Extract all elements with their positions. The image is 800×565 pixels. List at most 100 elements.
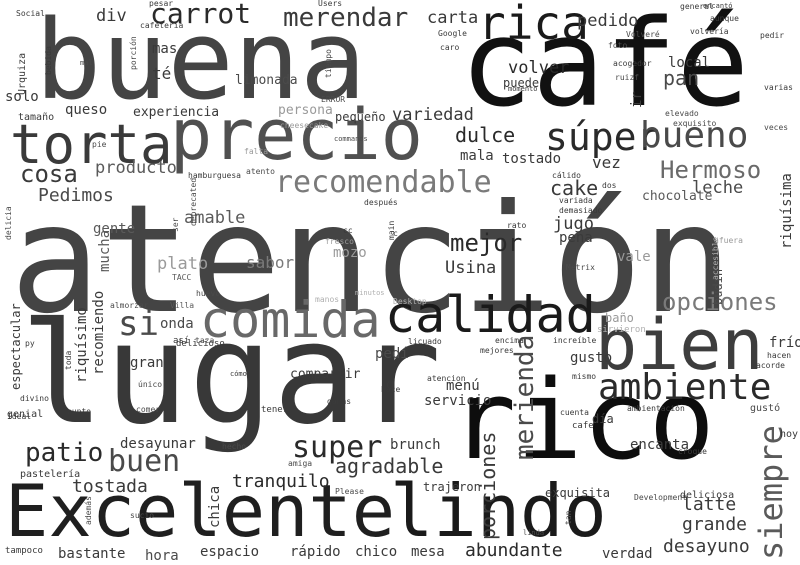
word-140: toda [64,350,73,370]
word-54: experiencia [133,105,220,120]
word-49: mas [152,41,178,57]
word-79: brunch [390,437,441,453]
word-180: veces [764,123,789,132]
word-0: atención [10,173,733,347]
word-124: mejores [480,346,514,355]
word-192: pesar [149,0,174,8]
word-25: merienda [510,334,540,460]
word-73: gusto [570,350,613,366]
word-142: divino [20,394,49,403]
word-33: tranquilo [232,471,330,492]
word-52: queso [65,102,108,118]
word-13: rica [478,0,589,50]
word-26: si [118,304,159,344]
word-118: ambientación [627,404,685,413]
word-197: Urquiza [17,52,28,95]
word-100: día [592,412,614,426]
word-150: TACC [172,273,192,282]
word-14: súper [545,115,660,159]
word-130: ganas [327,397,352,406]
word-7: lindo [390,469,607,553]
word-35: latte [682,494,737,515]
word-28: cosa [20,160,78,188]
word-122: acorde [756,361,785,370]
word-50: té [152,64,172,83]
word-158: fresco [325,237,354,246]
word-101: puede [503,76,540,90]
word-178: elevado [665,109,699,118]
word-151: Metrix [566,263,595,272]
word-165: dos [602,181,617,190]
word-10: calidad [385,286,596,344]
word-53: solo [5,89,39,105]
word-11: comida [200,291,381,349]
word-138: así [173,336,190,346]
word-132: hecho [222,442,247,451]
word-39: producto [95,158,177,178]
word-139: taza [195,336,215,345]
word-145: Villa [170,301,195,310]
word-24: patio [25,438,104,468]
word-169: falta [244,147,269,156]
word-67: mozo [333,245,367,261]
word-113: Development [634,493,687,502]
word-133: comer [136,405,161,414]
word-175: momento [508,85,538,93]
word-61: vez [592,153,621,172]
word-45: volver [508,58,570,78]
word-31: abundante [465,540,563,561]
word-194: porción [129,36,138,70]
word-80: encanta [630,437,690,453]
word-187: general [680,2,714,11]
word-141: py [25,339,35,348]
word-62: jugo [553,214,594,234]
word-27: mejor [450,229,523,257]
word-159: deprecated [189,177,198,226]
word-129: hace [381,385,401,394]
word-146: manos [315,295,340,304]
word-97: frío [769,335,800,351]
word-119: cafe [572,421,594,431]
word-38: amable [184,208,246,228]
word-198: mal [80,59,93,67]
word-170: commands [334,135,368,143]
word-144: almorzar [110,301,149,310]
word-166: cálido [552,171,581,180]
word-71: onda [160,316,194,332]
word-176: ruizf [615,73,640,82]
word-56: pequeño [335,110,386,124]
word-193: cafetería [140,21,184,30]
word-161: delicia [4,206,13,240]
word-75: compartir [290,367,361,382]
word-82: rápido [290,544,341,560]
word-77: servicio [424,393,492,409]
word-181: varias [764,83,793,92]
word-188: encantó [703,2,733,10]
word-88: exquisita [545,486,611,500]
word-1: lugar [20,293,442,456]
word-22: super [292,430,383,465]
word-196: Social [16,9,45,18]
word-51: limonada [235,73,298,88]
word-65: plato [157,254,209,274]
word-190: Google [438,29,467,38]
word-74: pedí [375,346,409,362]
word-154: rato [507,221,527,230]
word-18: carrot [150,0,252,30]
word-34: desayuno [663,536,750,557]
word-32: tostada [72,476,148,497]
word-147: Desktop [393,297,427,306]
word-184: foto [608,41,628,50]
word-21: opciones [662,288,778,316]
word-29: agradable [335,454,444,478]
word-189: caro [440,43,460,52]
word-43: chocolate [642,189,713,204]
word-90: chica [207,485,223,528]
word-137: delicioso [176,339,225,349]
word-102: sirvieron [597,325,646,335]
word-76: menú [446,378,480,394]
word-17: siempre [752,425,790,560]
word-167: atento [246,167,275,176]
word-106: Please [335,487,364,496]
